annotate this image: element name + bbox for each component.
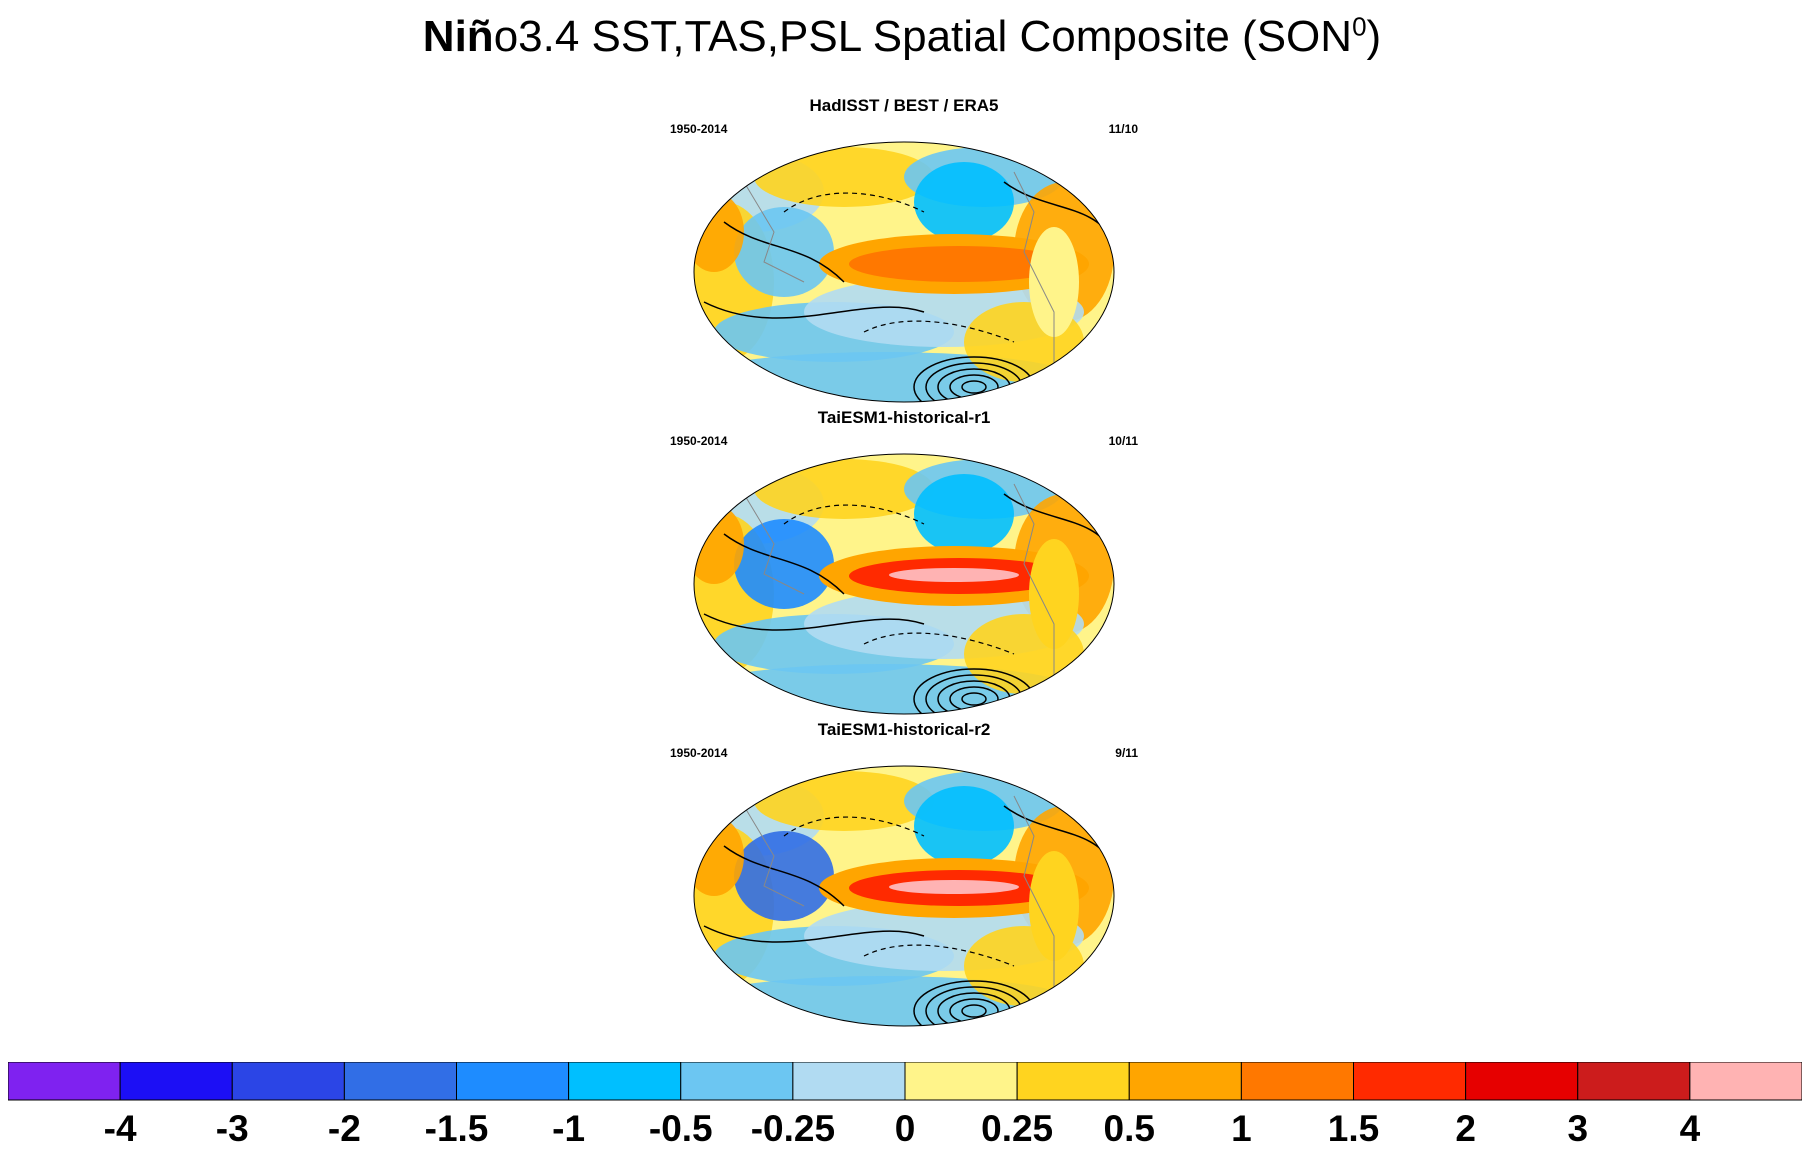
map-panel-r2: TaiESM1-historical-r2 1950-2014 9/11 (660, 720, 1148, 1042)
colorbar-swatch (1465, 1062, 1579, 1101)
colorbar-swatch (456, 1062, 570, 1101)
world-map (693, 453, 1115, 715)
colorbar-swatch (231, 1062, 345, 1101)
panel-period: 1950-2014 (670, 746, 728, 760)
colorbar-tick-label: -1.5 (424, 1108, 489, 1149)
title-superscript: 0 (1352, 11, 1367, 42)
colorbar-tick-label: 0.25 (981, 1108, 1054, 1149)
colorbar-tick-label: 0 (894, 1108, 916, 1149)
colorbar-swatch (1016, 1062, 1130, 1101)
colorbar-swatch (792, 1062, 906, 1101)
colorbar-tick-label: 0.5 (1103, 1108, 1155, 1149)
colorbar-tick-label: 4 (1679, 1108, 1701, 1149)
map-panel-r1: TaiESM1-historical-r1 1950-2014 10/11 (660, 408, 1148, 730)
panel-ratio: 9/11 (1115, 746, 1138, 760)
title-bold: Niñ (422, 12, 494, 61)
colorbar-tick-label: -0.25 (750, 1108, 836, 1149)
panel-title: HadISST / BEST / ERA5 (809, 96, 999, 115)
colorbar-tick-label: -4 (103, 1108, 137, 1149)
map-panel-obs: HadISST / BEST / ERA5 1950-2014 11/10 (660, 96, 1148, 418)
panel-period: 1950-2014 (670, 434, 728, 448)
colorbar-tick-label: -0.5 (648, 1108, 713, 1149)
colorbar-swatch (680, 1062, 794, 1101)
colorbar-tick-label: -1 (552, 1108, 586, 1149)
title-close: ) (1366, 12, 1382, 61)
figure-title: Niño3.4 SST,TAS,PSL Spatial Composite (S… (0, 12, 1804, 62)
colorbar-swatch (1128, 1062, 1242, 1101)
colorbar-swatch (904, 1062, 1018, 1101)
panel-ratio: 10/11 (1108, 434, 1138, 448)
colorbar-swatch (119, 1062, 233, 1101)
colorbar-tick-label: -2 (327, 1108, 361, 1149)
colorbar-tick-label: 1.5 (1327, 1108, 1380, 1149)
panel-ratio: 11/10 (1108, 122, 1138, 136)
world-map (693, 141, 1115, 403)
colorbar (8, 1062, 1802, 1101)
colorbar-swatch (343, 1062, 457, 1101)
world-map (693, 765, 1115, 1027)
colorbar-swatch (1240, 1062, 1354, 1101)
colorbar-swatch (1577, 1062, 1691, 1101)
title-text: o3.4 SST,TAS,PSL Spatial Composite (SON (493, 12, 1353, 61)
colorbar-tick-label: 3 (1567, 1108, 1589, 1149)
colorbar-tick-label: 2 (1455, 1108, 1476, 1149)
colorbar-tick-label: -3 (215, 1108, 249, 1149)
colorbar-swatch (8, 1062, 121, 1101)
panel-title: TaiESM1-historical-r1 (817, 408, 991, 427)
panel-title: TaiESM1-historical-r2 (817, 720, 991, 739)
panel-period: 1950-2014 (670, 122, 728, 136)
colorbar-swatch (1353, 1062, 1467, 1101)
colorbar-swatch (568, 1062, 682, 1101)
colorbar-tick-label: 1 (1231, 1108, 1252, 1149)
colorbar-swatch (1689, 1062, 1802, 1101)
